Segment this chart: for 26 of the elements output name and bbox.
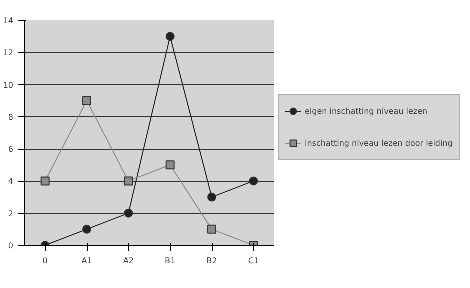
y-tick-label: 14 <box>3 16 14 26</box>
y-tick-label: 4 <box>8 177 14 186</box>
point <box>166 32 175 42</box>
point <box>249 176 258 186</box>
x-tick-label: B1 <box>165 256 176 266</box>
y-tick-label: 0 <box>8 242 14 250</box>
point <box>82 96 92 106</box>
y-tick-label: 10 <box>3 80 14 90</box>
x-tick-label: B2 <box>206 256 218 266</box>
legend-label: inschatting niveau lezen door leiding <box>305 138 453 148</box>
point <box>40 176 50 186</box>
y-tick-label: 2 <box>8 209 14 218</box>
point <box>82 224 92 234</box>
point <box>208 192 216 202</box>
x-tick-label: A2 <box>123 256 134 266</box>
y-tick-label: 8 <box>8 112 14 122</box>
legend-label: eigen inschatting niveau lezen <box>305 106 428 116</box>
point <box>208 224 216 234</box>
y-tick-label: 12 <box>3 48 14 58</box>
point <box>124 208 134 218</box>
point <box>166 160 175 170</box>
y-tick-label: 6 <box>8 145 14 154</box>
point <box>124 176 134 186</box>
x-tick-label: A1 <box>82 256 92 266</box>
x-tick-label: 0 <box>42 256 48 266</box>
x-tick-label: C1 <box>248 256 260 266</box>
